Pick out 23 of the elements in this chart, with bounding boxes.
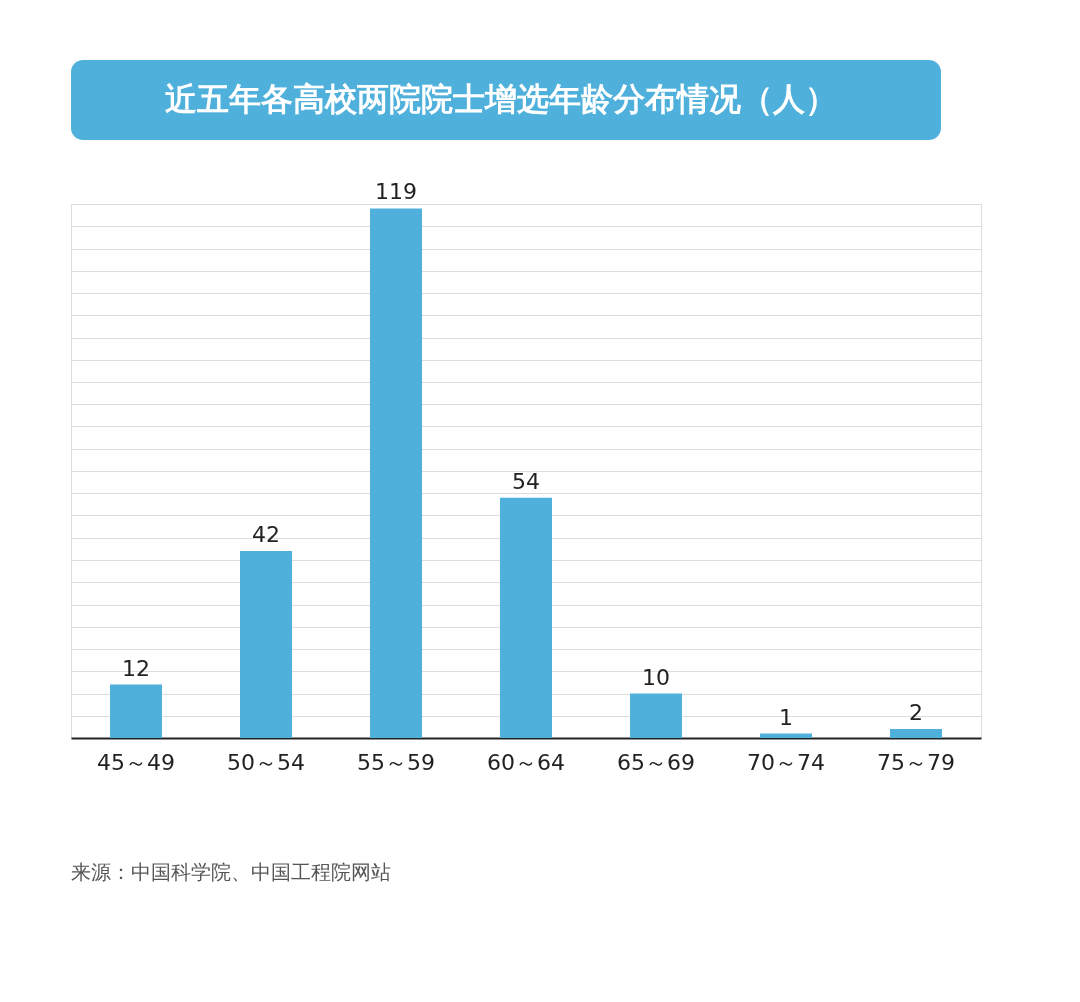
x-tick-label: 60～64	[487, 749, 565, 775]
bar	[630, 693, 682, 738]
source-note: 来源：中国科学院、中国工程院网站	[71, 860, 391, 884]
chart-title: 近五年各高校两院院士增选年龄分布情况（人）	[165, 80, 837, 118]
data-label: 119	[375, 179, 417, 205]
bar	[240, 551, 292, 738]
bar	[370, 208, 422, 738]
data-label: 42	[252, 522, 280, 548]
data-label: 1	[779, 704, 793, 730]
data-label: 2	[909, 700, 923, 726]
x-tick-label: 45～49	[97, 749, 175, 775]
data-label: 10	[642, 664, 670, 690]
data-label: 12	[122, 655, 150, 681]
x-tick-label: 75～79	[877, 749, 955, 775]
x-tick-label: 65～69	[617, 749, 695, 775]
x-tick-label: 70～74	[747, 749, 825, 775]
bar	[500, 497, 552, 738]
x-tick-label: 50～54	[227, 749, 305, 775]
bar	[890, 729, 942, 738]
bar	[760, 733, 812, 738]
bar	[110, 684, 162, 738]
x-tick-label: 55～59	[357, 749, 435, 775]
data-label: 54	[512, 468, 540, 494]
